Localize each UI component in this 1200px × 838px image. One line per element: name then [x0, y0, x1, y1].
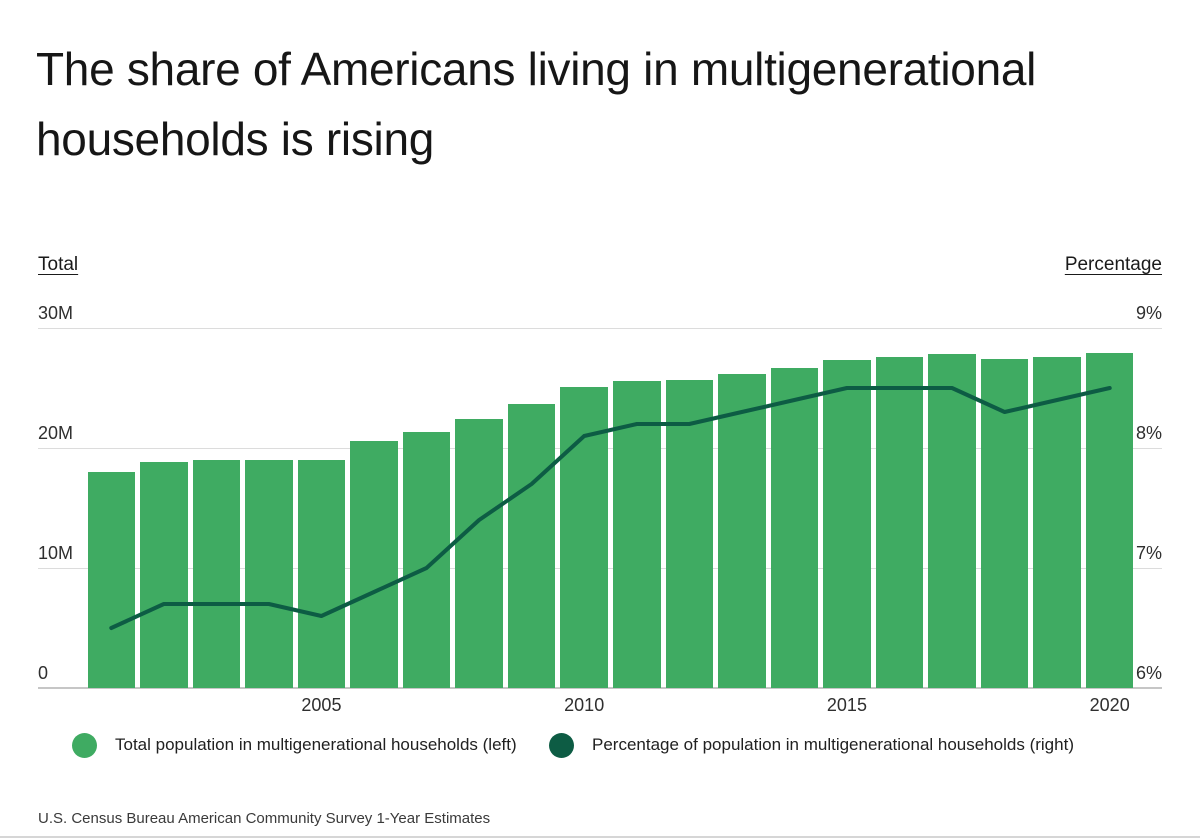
bar-2006 — [350, 440, 398, 688]
bar-2007 — [402, 432, 451, 688]
y-tick-left-10M: 10M — [38, 543, 74, 563]
left-axis-header[interactable]: Total — [38, 254, 79, 275]
percentage-legend-dot-icon — [549, 732, 574, 758]
bar-2018 — [980, 359, 1029, 688]
x-tick-2015: 2015 — [826, 695, 867, 715]
legend-item-percentage[interactable]: Percentage of population in multigenerat… — [549, 732, 1074, 758]
bar-2016 — [875, 356, 924, 688]
bar-2002 — [140, 462, 188, 688]
bar-2011 — [613, 380, 661, 688]
x-tick-2005: 2005 — [301, 695, 342, 715]
bar-2012 — [665, 379, 714, 688]
bar-2020 — [1085, 353, 1134, 688]
total-legend-dot-icon — [72, 732, 97, 758]
percentage-line — [109, 386, 1112, 630]
y-tick-left-20M: 20M — [38, 423, 74, 443]
x-axis-labels: 2005 2010 2015 2020 — [38, 694, 1162, 716]
bar-2017 — [928, 354, 976, 688]
y-tick-right-6%: 6% — [1135, 663, 1162, 683]
source-attribution: U.S. Census Bureau American Community Su… — [38, 810, 491, 827]
bar-2008 — [455, 419, 503, 688]
y-tick-right-9%: 9% — [1135, 303, 1162, 323]
title-line-2: households is rising — [36, 113, 435, 165]
legend-item-total[interactable]: Total population in multigenerational ho… — [72, 732, 517, 758]
x-tick-2020: 2020 — [1089, 695, 1130, 715]
percentage-line-layer — [109, 386, 1112, 630]
bar-2014 — [770, 367, 819, 688]
x-tick-2010: 2010 — [564, 695, 605, 715]
bottom-divider — [0, 836, 1200, 838]
y-tick-right-8%: 8% — [1135, 423, 1162, 443]
y-tick-left-0: 0 — [38, 663, 49, 683]
bar-2003 — [192, 460, 241, 688]
legend: Total population in multigenerational ho… — [0, 732, 1200, 758]
chart-title: The share of Americans living in multige… — [36, 34, 1036, 174]
bar-2001 — [87, 472, 135, 688]
bar-2004 — [245, 460, 293, 688]
bar-2015 — [823, 360, 871, 688]
bar-2013 — [718, 373, 766, 688]
plot-area — [38, 328, 1162, 689]
bar-2005 — [297, 460, 346, 688]
bars-layer — [38, 328, 1162, 688]
bar-2009 — [507, 403, 556, 688]
bar-2019 — [1033, 356, 1081, 688]
y-tick-left-30M: 30M — [38, 303, 74, 323]
legend-label-total: Total population in multigenerational ho… — [115, 735, 517, 754]
title-line-1: The share of Americans living in multige… — [36, 43, 1037, 95]
y-tick-right-7%: 7% — [1135, 543, 1162, 563]
gridline — [38, 328, 1162, 329]
legend-label-percentage: Percentage of population in multigenerat… — [592, 735, 1074, 754]
right-axis-header[interactable]: Percentage — [1064, 254, 1162, 275]
